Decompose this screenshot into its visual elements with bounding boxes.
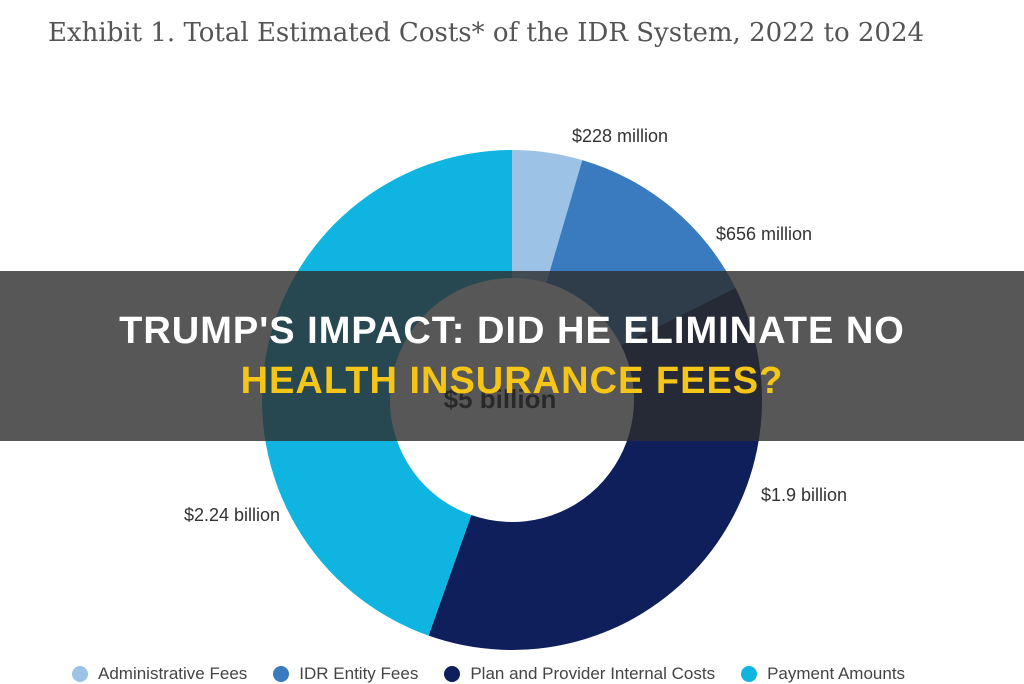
headline-line-2: HEALTH INSURANCE FEES? [240,360,784,402]
legend-label: Payment Amounts [767,664,906,683]
legend-swatch [72,666,88,682]
chart-title: Exhibit 1. Total Estimated Costs* of the… [48,18,925,48]
chart-legend: Administrative Fees IDR Entity Fees Plan… [72,664,972,684]
legend-item-plan-provider-costs: Plan and Provider Internal Costs [444,664,715,684]
legend-swatch [273,666,290,682]
headline-banner: TRUMP'S IMPACT: DID HE ELIMINATE NO HEAL… [0,271,1024,441]
headline-line-1: TRUMP'S IMPACT: DID HE ELIMINATE NO [119,310,905,352]
legend-item-administrative-fees: Administrative Fees [72,664,247,684]
legend-swatch [444,666,461,682]
legend-label: Administrative Fees [98,664,248,683]
legend-label: Plan and Provider Internal Costs [470,664,716,683]
slice-data-label: $656 million [716,224,812,244]
slice-data-label: $2.24 billion [184,505,280,525]
legend-item-payment-amounts: Payment Amounts [741,664,905,684]
legend-swatch [741,666,758,682]
pie-slice-administrative-fees [512,150,583,283]
legend-item-idr-entity-fees: IDR Entity Fees [273,664,418,684]
legend-label: IDR Entity Fees [299,664,419,683]
slice-data-label: $1.9 billion [761,485,847,505]
slice-data-label: $228 million [572,126,668,146]
